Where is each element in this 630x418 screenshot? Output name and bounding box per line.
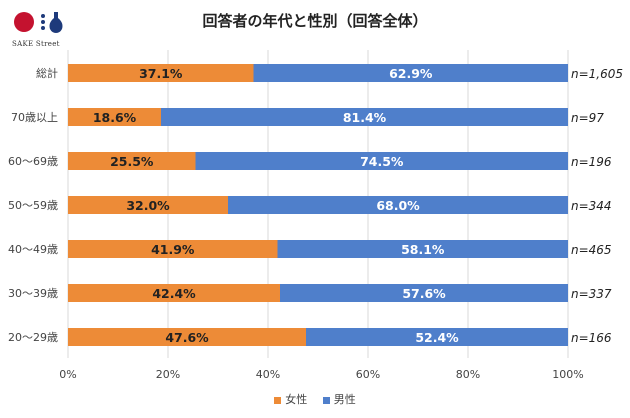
data-label: 18.6% (93, 110, 137, 125)
n-label: n=196 (571, 155, 612, 169)
legend-swatch-female (274, 396, 282, 404)
bar-segment (68, 108, 161, 126)
legend: 女性 男性 (0, 391, 630, 407)
sake-street-logo (10, 10, 70, 50)
bar-segment (253, 64, 568, 82)
data-label: 52.4% (415, 330, 459, 345)
x-tick-label: 60% (356, 368, 380, 381)
category-label: 60～69歳 (8, 155, 58, 168)
n-label: n=337 (571, 287, 612, 301)
bar-segment (68, 240, 278, 258)
legend-item-male: 男性 (322, 393, 356, 406)
bar-segment (68, 196, 228, 214)
bar-segment (228, 196, 568, 214)
n-label: n=1,605 (571, 67, 623, 81)
n-label: n=97 (571, 111, 604, 125)
x-tick-label: 0% (59, 368, 76, 381)
category-label: 50～59歳 (8, 199, 58, 212)
category-label: 総計 (36, 66, 58, 80)
data-label: 41.9% (151, 242, 195, 257)
legend-label-male: 男性 (333, 393, 356, 406)
data-label: 47.6% (165, 330, 209, 345)
bar-segment (161, 108, 568, 126)
logo-text: SAKE Street (12, 40, 60, 48)
bar-segment (68, 152, 196, 170)
data-label: 81.4% (343, 110, 387, 125)
bar-segment (280, 284, 568, 302)
category-label: 70歳以上 (11, 111, 58, 124)
data-label: 62.9% (389, 66, 433, 81)
bar-segment (306, 328, 568, 346)
category-label: 30～39歳 (8, 287, 58, 300)
chart-title: 回答者の年代と性別（回答全体） (202, 12, 428, 30)
legend-swatch-male (322, 396, 330, 404)
data-label: 37.1% (139, 66, 183, 81)
data-label: 74.5% (360, 154, 404, 169)
bar-segment (68, 328, 306, 346)
x-tick-label: 80% (456, 368, 480, 381)
category-label: 20～29歳 (8, 331, 58, 344)
bar-segment (68, 64, 254, 82)
data-label: 68.0% (376, 198, 420, 213)
x-tick-label: 40% (256, 368, 280, 381)
legend-label-female: 女性 (285, 393, 308, 406)
data-label: 25.5% (110, 154, 154, 169)
n-label: n=166 (571, 331, 612, 345)
bar-segment (277, 240, 568, 258)
n-label: n=465 (571, 243, 612, 257)
data-label: 57.6% (402, 286, 446, 301)
logo-icon (14, 12, 63, 33)
category-label: 40～49歳 (8, 243, 58, 256)
bar-segment (195, 152, 568, 170)
x-tick-label: 20% (156, 368, 180, 381)
data-label: 32.0% (126, 198, 170, 213)
data-label: 42.4% (152, 286, 196, 301)
bar-segment (68, 284, 280, 302)
x-tick-label: 100% (552, 368, 583, 381)
n-label: n=344 (571, 199, 612, 213)
data-label: 58.1% (401, 242, 445, 257)
legend-item-female: 女性 (274, 393, 307, 406)
